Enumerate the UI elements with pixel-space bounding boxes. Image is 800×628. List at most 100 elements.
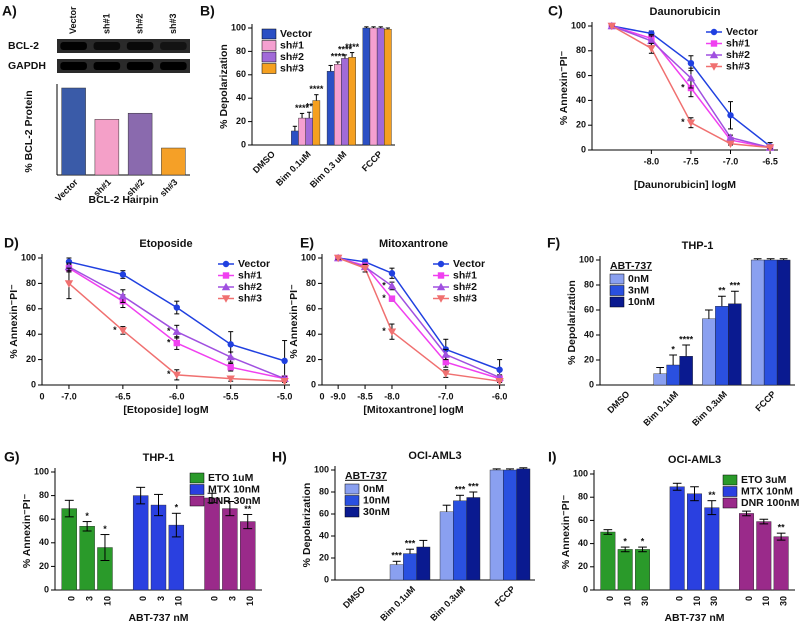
y-tick-label: 40 (576, 95, 586, 105)
blot-band (60, 62, 87, 70)
significance: ** (244, 504, 252, 514)
legend-swatch (609, 285, 625, 296)
legend-label: 3nM (628, 284, 649, 296)
y-tick-label: 20 (576, 120, 586, 130)
x-tick-label: 30 (640, 596, 650, 606)
marker (441, 350, 450, 358)
significance: * (382, 280, 386, 290)
marker (226, 352, 235, 361)
bar (61, 508, 77, 591)
x-tick-label: 10 (623, 596, 633, 606)
bar (466, 497, 481, 581)
significance: * (175, 503, 179, 513)
x-tick-label: -7.0 (723, 156, 739, 166)
marker (280, 377, 289, 386)
legend-swatch (609, 296, 625, 308)
y-tick-label: 80 (319, 486, 329, 496)
legend-label: sh#2 (453, 281, 477, 293)
legend-marker (437, 260, 445, 268)
legend-label: DNR 100nM (741, 497, 800, 509)
legend-label: Vector (453, 258, 485, 270)
y-tick-label: 60 (578, 515, 588, 525)
y-axis-label: % Depolarization (218, 44, 230, 129)
marker (647, 45, 656, 53)
significance: *** (730, 281, 741, 291)
bar (222, 508, 238, 591)
bar (756, 521, 772, 591)
significance: * (681, 117, 685, 127)
blot-band (126, 62, 154, 70)
marker (333, 254, 343, 263)
x-tick-label: -6.0 (492, 391, 508, 401)
marker (387, 328, 397, 336)
legend-marker (710, 40, 718, 47)
y-tick-label: 100 (571, 20, 586, 30)
legend-label: sh#3 (453, 292, 477, 304)
blot-band (126, 42, 154, 50)
significance: * (113, 325, 117, 335)
legend-label: 10nM (628, 296, 655, 308)
x-axis-label: [Daunorubicin] logM (634, 179, 736, 191)
bar (298, 117, 306, 146)
y-tick-label: 0 (583, 584, 588, 594)
significance: *** (405, 539, 416, 549)
x-axis-label: ABT-737 nM (664, 612, 724, 624)
y-tick-label: 60 (319, 508, 329, 518)
legend-marker (222, 272, 230, 279)
legend-title: ABT-737 (345, 470, 387, 482)
panel-label: F) (547, 235, 560, 251)
blot-strip (57, 39, 190, 53)
marker (118, 327, 128, 335)
significance: *** (468, 481, 479, 491)
x-tick-label: -5.5 (223, 391, 239, 401)
x-tick-label: DMSO (251, 149, 277, 175)
bar (305, 117, 313, 146)
legend-swatch (344, 495, 360, 506)
y-tick-label: 40 (26, 329, 36, 339)
bar (750, 259, 765, 386)
legend-marker (437, 272, 445, 279)
significance: *** (391, 551, 402, 561)
y-tick-label: 0 (44, 584, 49, 594)
legend-swatch (722, 497, 738, 509)
significance: * (671, 344, 675, 354)
y-axis-label: % Annexin⁻PI⁻ (558, 50, 570, 125)
y-tick-label: 100 (34, 466, 49, 476)
blot-row-label: GAPDH (8, 60, 46, 72)
y-axis-label: % Annexin⁻PI⁻ (21, 493, 33, 568)
bar (776, 259, 791, 386)
legend-swatch (189, 484, 205, 495)
bar (384, 28, 392, 146)
marker (726, 133, 735, 141)
panel-title: OCI-AML3 (408, 450, 461, 462)
legend-swatch (261, 40, 277, 51)
y-tick-label: 80 (576, 45, 586, 55)
marker (607, 22, 616, 31)
x-axis-label: BCL-2 Hairpin (88, 194, 158, 206)
bar (291, 130, 299, 146)
legend-swatch (722, 486, 738, 497)
bar (369, 27, 378, 146)
marker (726, 140, 735, 148)
significance: **** (295, 103, 310, 113)
panel-label: D) (4, 235, 19, 251)
legend-swatch (261, 28, 277, 40)
bar (312, 100, 321, 146)
lane-label: sh#1 (101, 13, 111, 34)
y-axis-label: % BCL-2 Protein (23, 90, 35, 172)
marker (387, 281, 397, 290)
bar (341, 58, 349, 146)
y-tick-label: 40 (584, 329, 594, 339)
marker (227, 364, 234, 371)
x-tick-label: DMSO (605, 389, 631, 415)
y-tick-label: 60 (584, 304, 594, 314)
significance: ** (718, 286, 726, 296)
x-tick-label: 10 (174, 596, 184, 606)
legend-label: Vector (280, 28, 312, 40)
bar (702, 318, 716, 386)
legend-swatch (344, 506, 360, 518)
bar (669, 486, 685, 591)
marker (686, 119, 696, 127)
marker (118, 291, 128, 300)
blot-band (160, 42, 187, 50)
